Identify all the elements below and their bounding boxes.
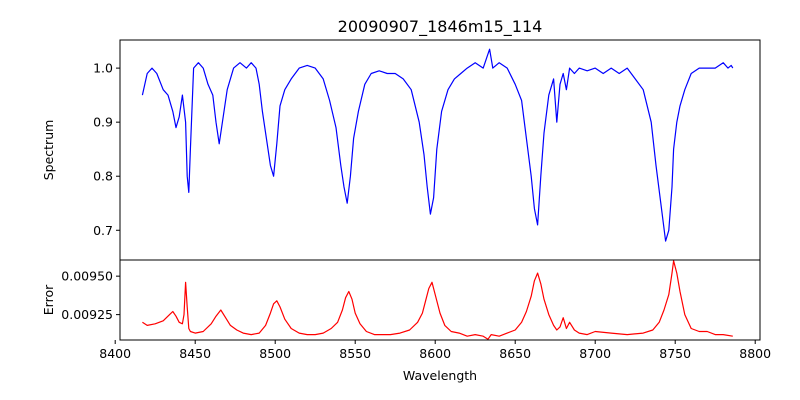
error-axes-frame <box>119 259 761 341</box>
spectrum-y-tick-label: 1.0 <box>93 61 113 76</box>
x-tick-label: 8650 <box>499 346 531 361</box>
x-tick-label: 8800 <box>739 346 771 361</box>
spectrum-y-tick-label: 0.7 <box>93 223 113 238</box>
error-y-tick-label: 0.00925 <box>61 307 113 322</box>
x-tick-label: 8750 <box>659 346 691 361</box>
error-x-ticks: 8400 8450 8500 8550 8600 8650 8700 8750 8800 <box>99 340 771 361</box>
error-y-ticks: 0.00925 0.00950 <box>61 269 120 322</box>
error-y-axis-label: Error <box>41 284 56 315</box>
x-tick-label: 8550 <box>339 346 371 361</box>
x-tick-label: 8600 <box>419 346 451 361</box>
spectrum-y-tick-label: 0.9 <box>93 115 113 130</box>
x-tick-label: 8700 <box>579 346 611 361</box>
spectrum-y-ticks: 0.7 0.8 0.9 1.0 <box>93 61 120 238</box>
x-tick-label: 8450 <box>179 346 211 361</box>
spectrum-y-tick-label: 0.8 <box>93 169 113 184</box>
spectrum-y-axis-label: Spectrum <box>41 120 56 181</box>
x-tick-label: 8400 <box>99 346 131 361</box>
error-y-tick-label: 0.00950 <box>61 269 113 284</box>
error-line <box>142 260 733 340</box>
spectrum-line <box>141 48 734 242</box>
chart-title: 20090907_1846m15_114 <box>338 17 543 37</box>
x-axis-label: Wavelength <box>403 368 477 383</box>
x-tick-label: 8500 <box>259 346 291 361</box>
